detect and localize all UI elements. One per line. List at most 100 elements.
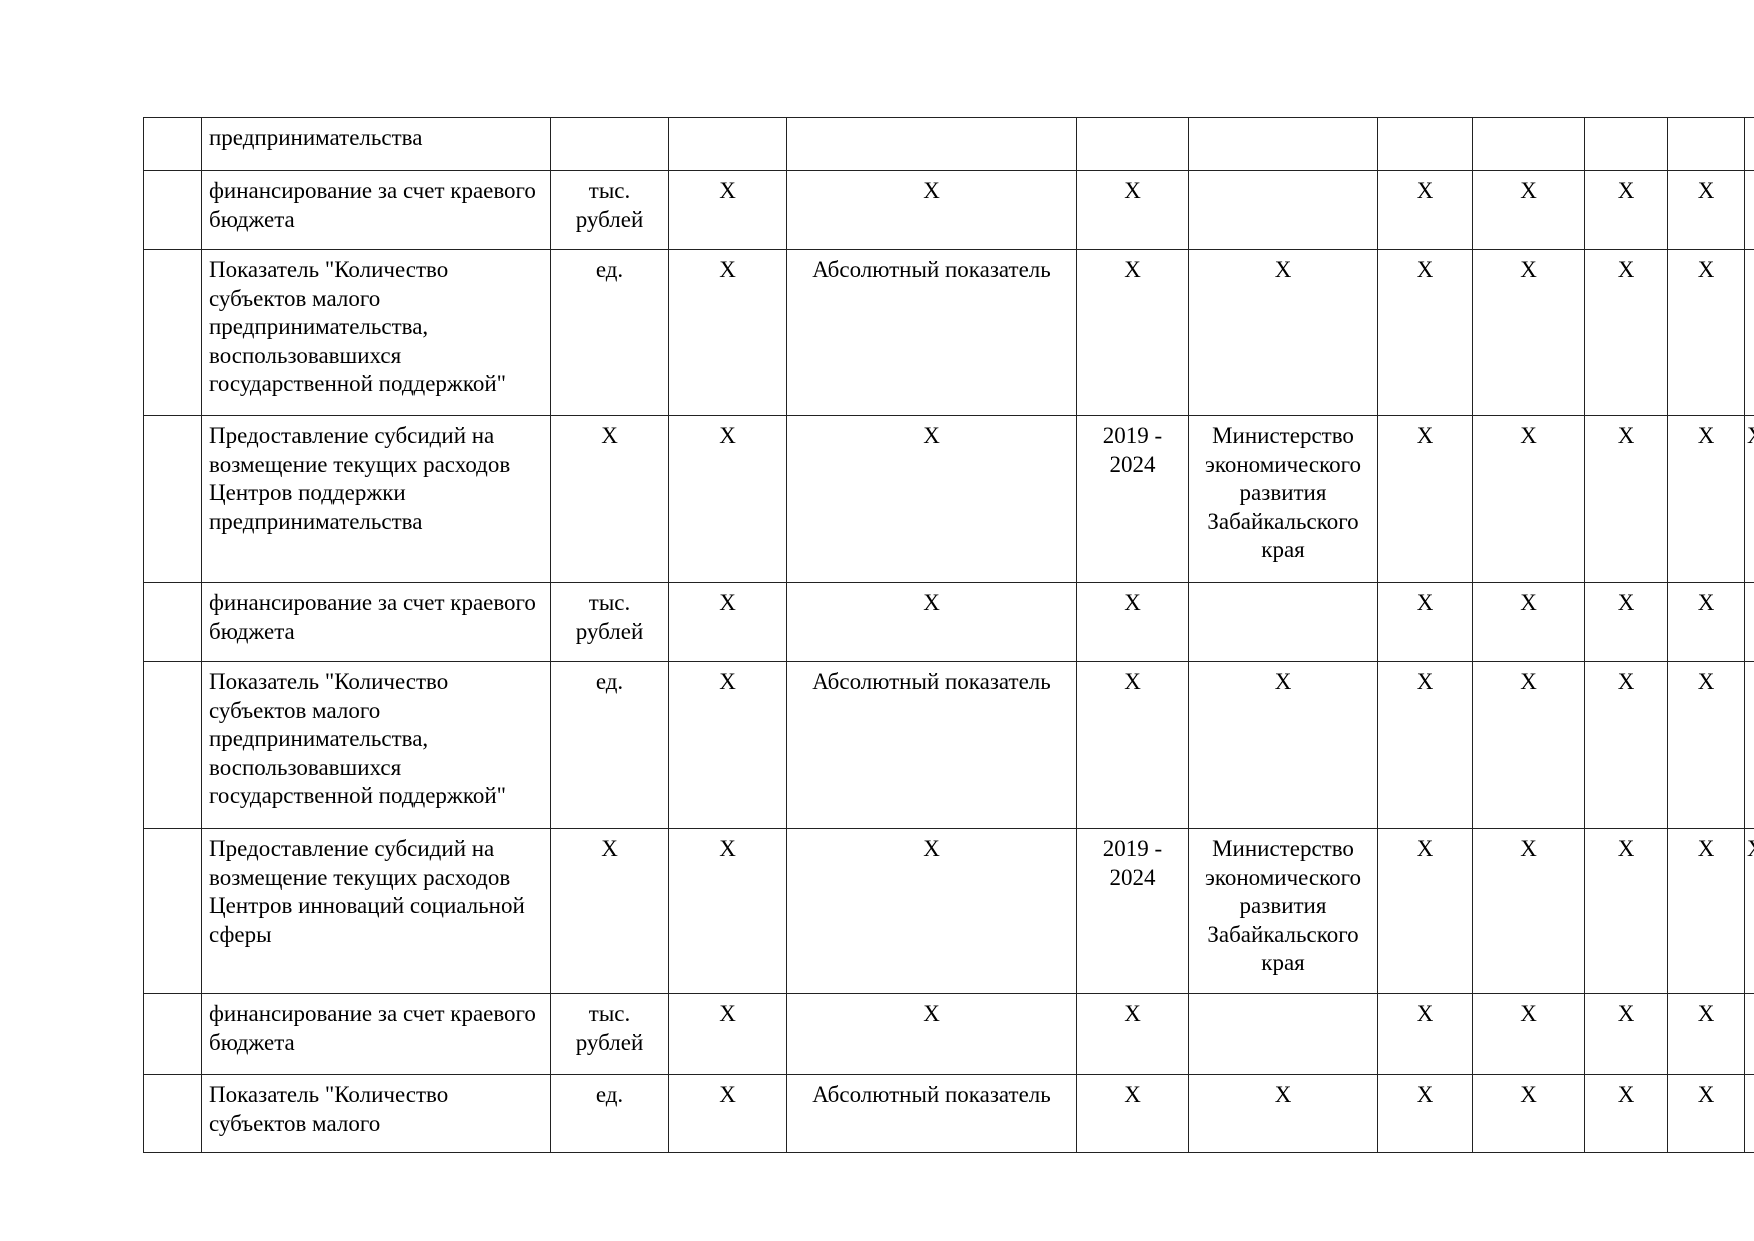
- table-cell: X: [1188, 1074, 1378, 1153]
- table-cell: X: [1667, 828, 1745, 994]
- table-row: Показатель "Количество субъектов малого …: [143, 661, 1754, 829]
- table-cell: [143, 993, 202, 1075]
- table-cell: [1076, 117, 1189, 171]
- table-cell: 2019 - 2024: [1076, 415, 1189, 583]
- table-cell: X: [668, 1074, 787, 1153]
- table-cell: X: [1472, 828, 1585, 994]
- table-cell: [1744, 117, 1754, 171]
- table-cell: X: [1076, 993, 1189, 1075]
- table-cell: X: [1584, 249, 1668, 416]
- document-table: предпринимательства финансирование за сче…: [143, 117, 1754, 1153]
- table-cell: X: [1667, 993, 1745, 1075]
- table-cell: X: [1188, 661, 1378, 829]
- table-cell: [1188, 993, 1378, 1075]
- table-cell: X: [1377, 582, 1473, 662]
- table-cell: ед.: [550, 249, 669, 416]
- table-cell: Абсолютный показатель: [786, 1074, 1077, 1153]
- table-row: финансирование за счет краевого бюджета т…: [143, 993, 1754, 1075]
- table-cell: 2019 - 2024: [1076, 828, 1189, 994]
- table-cell: Абсолютный показатель: [786, 249, 1077, 416]
- table-cell: X: [1667, 415, 1745, 583]
- table-cell: X: [1584, 582, 1668, 662]
- table-cell: [143, 582, 202, 662]
- table-cell: X: [786, 993, 1077, 1075]
- table-cell: [1472, 117, 1585, 171]
- table-cell: X: [1377, 1074, 1473, 1153]
- table-cell: X: [668, 415, 787, 583]
- table-row: Предоставление субсидий на возмещение те…: [143, 415, 1754, 583]
- table-cell: X: [1472, 661, 1585, 829]
- table-cell: X: [668, 661, 787, 829]
- table-cell: [1584, 117, 1668, 171]
- table-cell: [143, 661, 202, 829]
- table-cell: [786, 117, 1077, 171]
- table-cell: [1188, 117, 1378, 171]
- table-cell: X: [1076, 1074, 1189, 1153]
- table-cell: тыс. рублей: [550, 582, 669, 662]
- table-cell: [1744, 661, 1754, 829]
- table-cell: [143, 415, 202, 583]
- name-cell: финансирование за счет краевого бюджета: [201, 993, 551, 1075]
- table-cell: [1744, 993, 1754, 1075]
- table-cell: [143, 828, 202, 994]
- table-cell: X: [1076, 661, 1189, 829]
- table-cell: X: [1744, 415, 1754, 583]
- table-cell: [1667, 117, 1745, 171]
- name-cell: Показатель "Количество субъектов малого …: [201, 661, 551, 829]
- table-cell: [143, 170, 202, 250]
- table-cell: [668, 117, 787, 171]
- table-cell: X: [1472, 249, 1585, 416]
- table-row: Показатель "Количество субъектов малого …: [143, 249, 1754, 416]
- table-cell: X: [1188, 249, 1378, 416]
- table-cell: X: [1472, 170, 1585, 250]
- table-cell: X: [786, 828, 1077, 994]
- table-cell: Абсолютный показатель: [786, 661, 1077, 829]
- table-cell: X: [1377, 170, 1473, 250]
- table-cell: тыс. рублей: [550, 993, 669, 1075]
- table-cell: X: [550, 828, 669, 994]
- table-cell: X: [1584, 1074, 1668, 1153]
- table-cell: X: [1377, 828, 1473, 994]
- table-cell: X: [550, 415, 669, 583]
- table-cell: X: [1667, 170, 1745, 250]
- table-cell: X: [1377, 993, 1473, 1075]
- table-cell: [143, 117, 202, 171]
- table-cell: X: [1584, 170, 1668, 250]
- table-cell: ед.: [550, 1074, 669, 1153]
- table-cell: Министерство экономического развития Заб…: [1188, 415, 1378, 583]
- table-cell: Министерство экономического развития Заб…: [1188, 828, 1378, 994]
- table-cell: X: [1472, 415, 1585, 583]
- name-cell: Предоставление субсидий на возмещение те…: [201, 415, 551, 583]
- table-cell: X: [1076, 170, 1189, 250]
- table-cell: X: [786, 582, 1077, 662]
- table-cell: X: [1584, 828, 1668, 994]
- name-cell: Показатель "Количество субъектов малого: [201, 1074, 551, 1153]
- table-cell: X: [668, 828, 787, 994]
- table-cell: X: [1472, 1074, 1585, 1153]
- table-row: Показатель "Количество субъектов малого е…: [143, 1074, 1754, 1153]
- table-cell: [1188, 582, 1378, 662]
- table-cell: X: [1076, 582, 1189, 662]
- table-cell: X: [1667, 582, 1745, 662]
- table-cell: X: [1667, 249, 1745, 416]
- table-cell: [143, 249, 202, 416]
- table-cell: [1744, 249, 1754, 416]
- table-cell: X: [668, 993, 787, 1075]
- table-cell: X: [1667, 1074, 1745, 1153]
- table-row: финансирование за счет краевого бюджета т…: [143, 582, 1754, 662]
- name-cell: финансирование за счет краевого бюджета: [201, 170, 551, 250]
- table-cell: X: [1076, 249, 1189, 416]
- table-cell: X: [1584, 415, 1668, 583]
- table-cell: X: [1584, 993, 1668, 1075]
- table-cell: X: [786, 415, 1077, 583]
- table-cell: [143, 1074, 202, 1153]
- table-cell: ед.: [550, 661, 669, 829]
- table-cell: [1744, 582, 1754, 662]
- table-cell: X: [1377, 661, 1473, 829]
- table-cell: [1377, 117, 1473, 171]
- table-row: Предоставление субсидий на возмещение те…: [143, 828, 1754, 994]
- name-cell: финансирование за счет краевого бюджета: [201, 582, 551, 662]
- table-cell: X: [786, 170, 1077, 250]
- table-cell: X: [668, 170, 787, 250]
- table-cell: X: [1377, 249, 1473, 416]
